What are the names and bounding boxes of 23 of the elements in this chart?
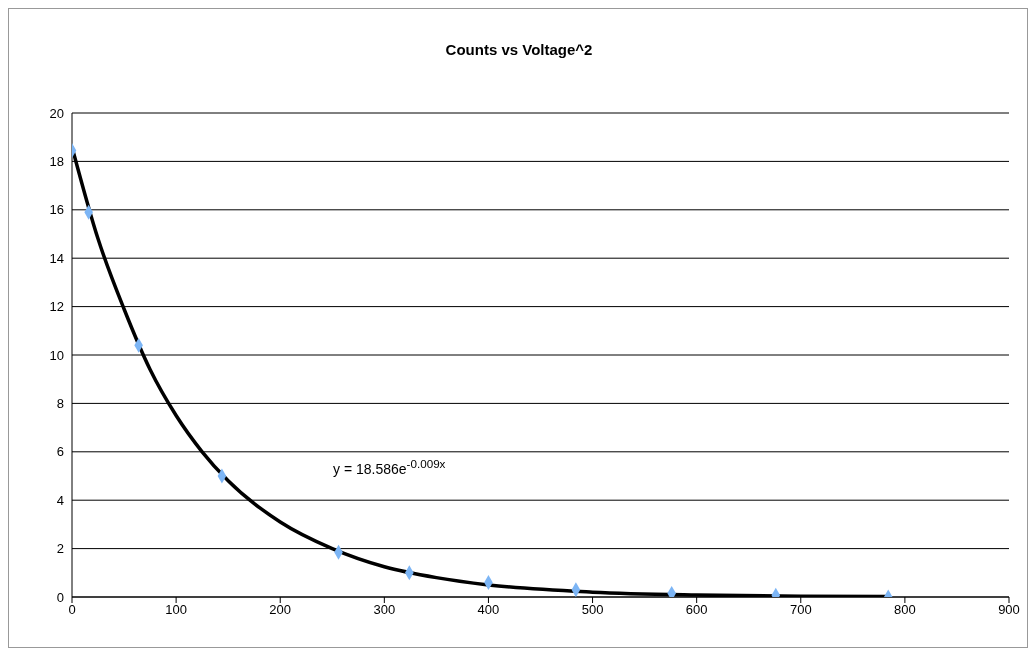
y-tick-label: 8 (56, 396, 64, 412)
x-tick-label: 200 (269, 602, 292, 618)
annotation: y = 18.586e$^{-0.009x}$ (333, 457, 446, 477)
x-tick-label: 100 (165, 602, 187, 618)
y-tick-label: 10 (49, 347, 64, 363)
y-tick-label: 6 (56, 444, 64, 460)
chart-title: Counts vs Voltage^2 (444, 41, 594, 58)
x-tick-label: 800 (894, 602, 916, 618)
x-tick-label: 300 (373, 602, 396, 618)
y-tick-label: 0 (56, 589, 64, 605)
x-tick-label: 700 (789, 602, 812, 618)
y-tick-label: 18 (49, 154, 64, 170)
x-tick-label: 600 (685, 602, 708, 618)
y-tick-label: 2 (56, 541, 64, 557)
x-tick-label: 500 (581, 602, 604, 618)
y-tick-label: 14 (49, 250, 64, 266)
y-tick-label: 16 (49, 202, 64, 218)
x-tick-label: 0 (68, 602, 76, 618)
y-tick-label: 4 (56, 492, 64, 508)
x-tick-label: 400 (477, 602, 500, 618)
y-tick-label: 12 (49, 299, 64, 315)
x-tick-label: 900 (998, 602, 1020, 618)
y-tick-label: 20 (49, 105, 64, 121)
